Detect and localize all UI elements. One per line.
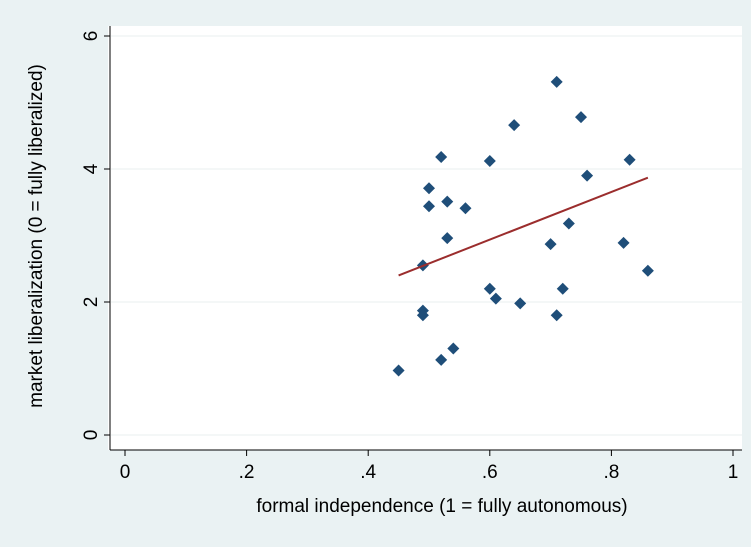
y-tick-label-0: 0 xyxy=(81,430,102,441)
x-axis-ticks: 0 .2 .4 .6 .8 1 xyxy=(120,450,739,483)
x-tick-label-4: .8 xyxy=(603,462,619,483)
y-tick-label-2: 4 xyxy=(81,163,102,174)
x-axis-label: formal independence (1 = fully autonomou… xyxy=(256,496,627,517)
data-point-19 xyxy=(550,309,563,322)
y-tick-label-3: 6 xyxy=(81,31,102,42)
y-tick-label-1: 2 xyxy=(81,297,102,308)
data-points xyxy=(392,75,654,377)
data-point-17 xyxy=(544,238,557,251)
data-point-9 xyxy=(441,232,454,245)
data-point-5 xyxy=(423,200,435,213)
data-point-11 xyxy=(459,202,472,215)
data-point-13 xyxy=(483,282,496,295)
x-tick-label-2: .4 xyxy=(360,462,376,483)
data-point-10 xyxy=(447,342,460,355)
y-axis-ticks: 0 2 4 6 xyxy=(81,31,110,441)
data-point-16 xyxy=(514,297,527,310)
x-tick-label-5: 1 xyxy=(728,462,739,483)
data-point-21 xyxy=(562,217,575,230)
data-point-8 xyxy=(441,195,454,208)
data-point-7 xyxy=(435,353,448,366)
data-point-26 xyxy=(641,264,654,277)
data-point-20 xyxy=(556,282,569,295)
x-tick-label-3: .6 xyxy=(482,462,498,483)
plot-area xyxy=(108,26,742,450)
data-point-6 xyxy=(435,151,448,164)
data-point-15 xyxy=(508,119,521,132)
data-point-14 xyxy=(489,292,502,305)
data-point-4 xyxy=(423,182,435,195)
data-point-3 xyxy=(416,309,429,322)
data-point-22 xyxy=(575,111,587,124)
fit-line xyxy=(398,176,649,277)
data-point-18 xyxy=(550,75,563,88)
y-axis-label: market liberalization (0 = fully liberal… xyxy=(26,64,47,408)
data-point-12 xyxy=(483,155,496,168)
data-point-0 xyxy=(392,364,405,377)
x-tick-label-0: 0 xyxy=(120,462,131,483)
data-point-25 xyxy=(623,153,636,166)
data-point-24 xyxy=(617,236,630,249)
gridlines xyxy=(111,35,742,436)
data-point-23 xyxy=(581,169,594,182)
x-tick-label-1: .2 xyxy=(239,462,255,483)
